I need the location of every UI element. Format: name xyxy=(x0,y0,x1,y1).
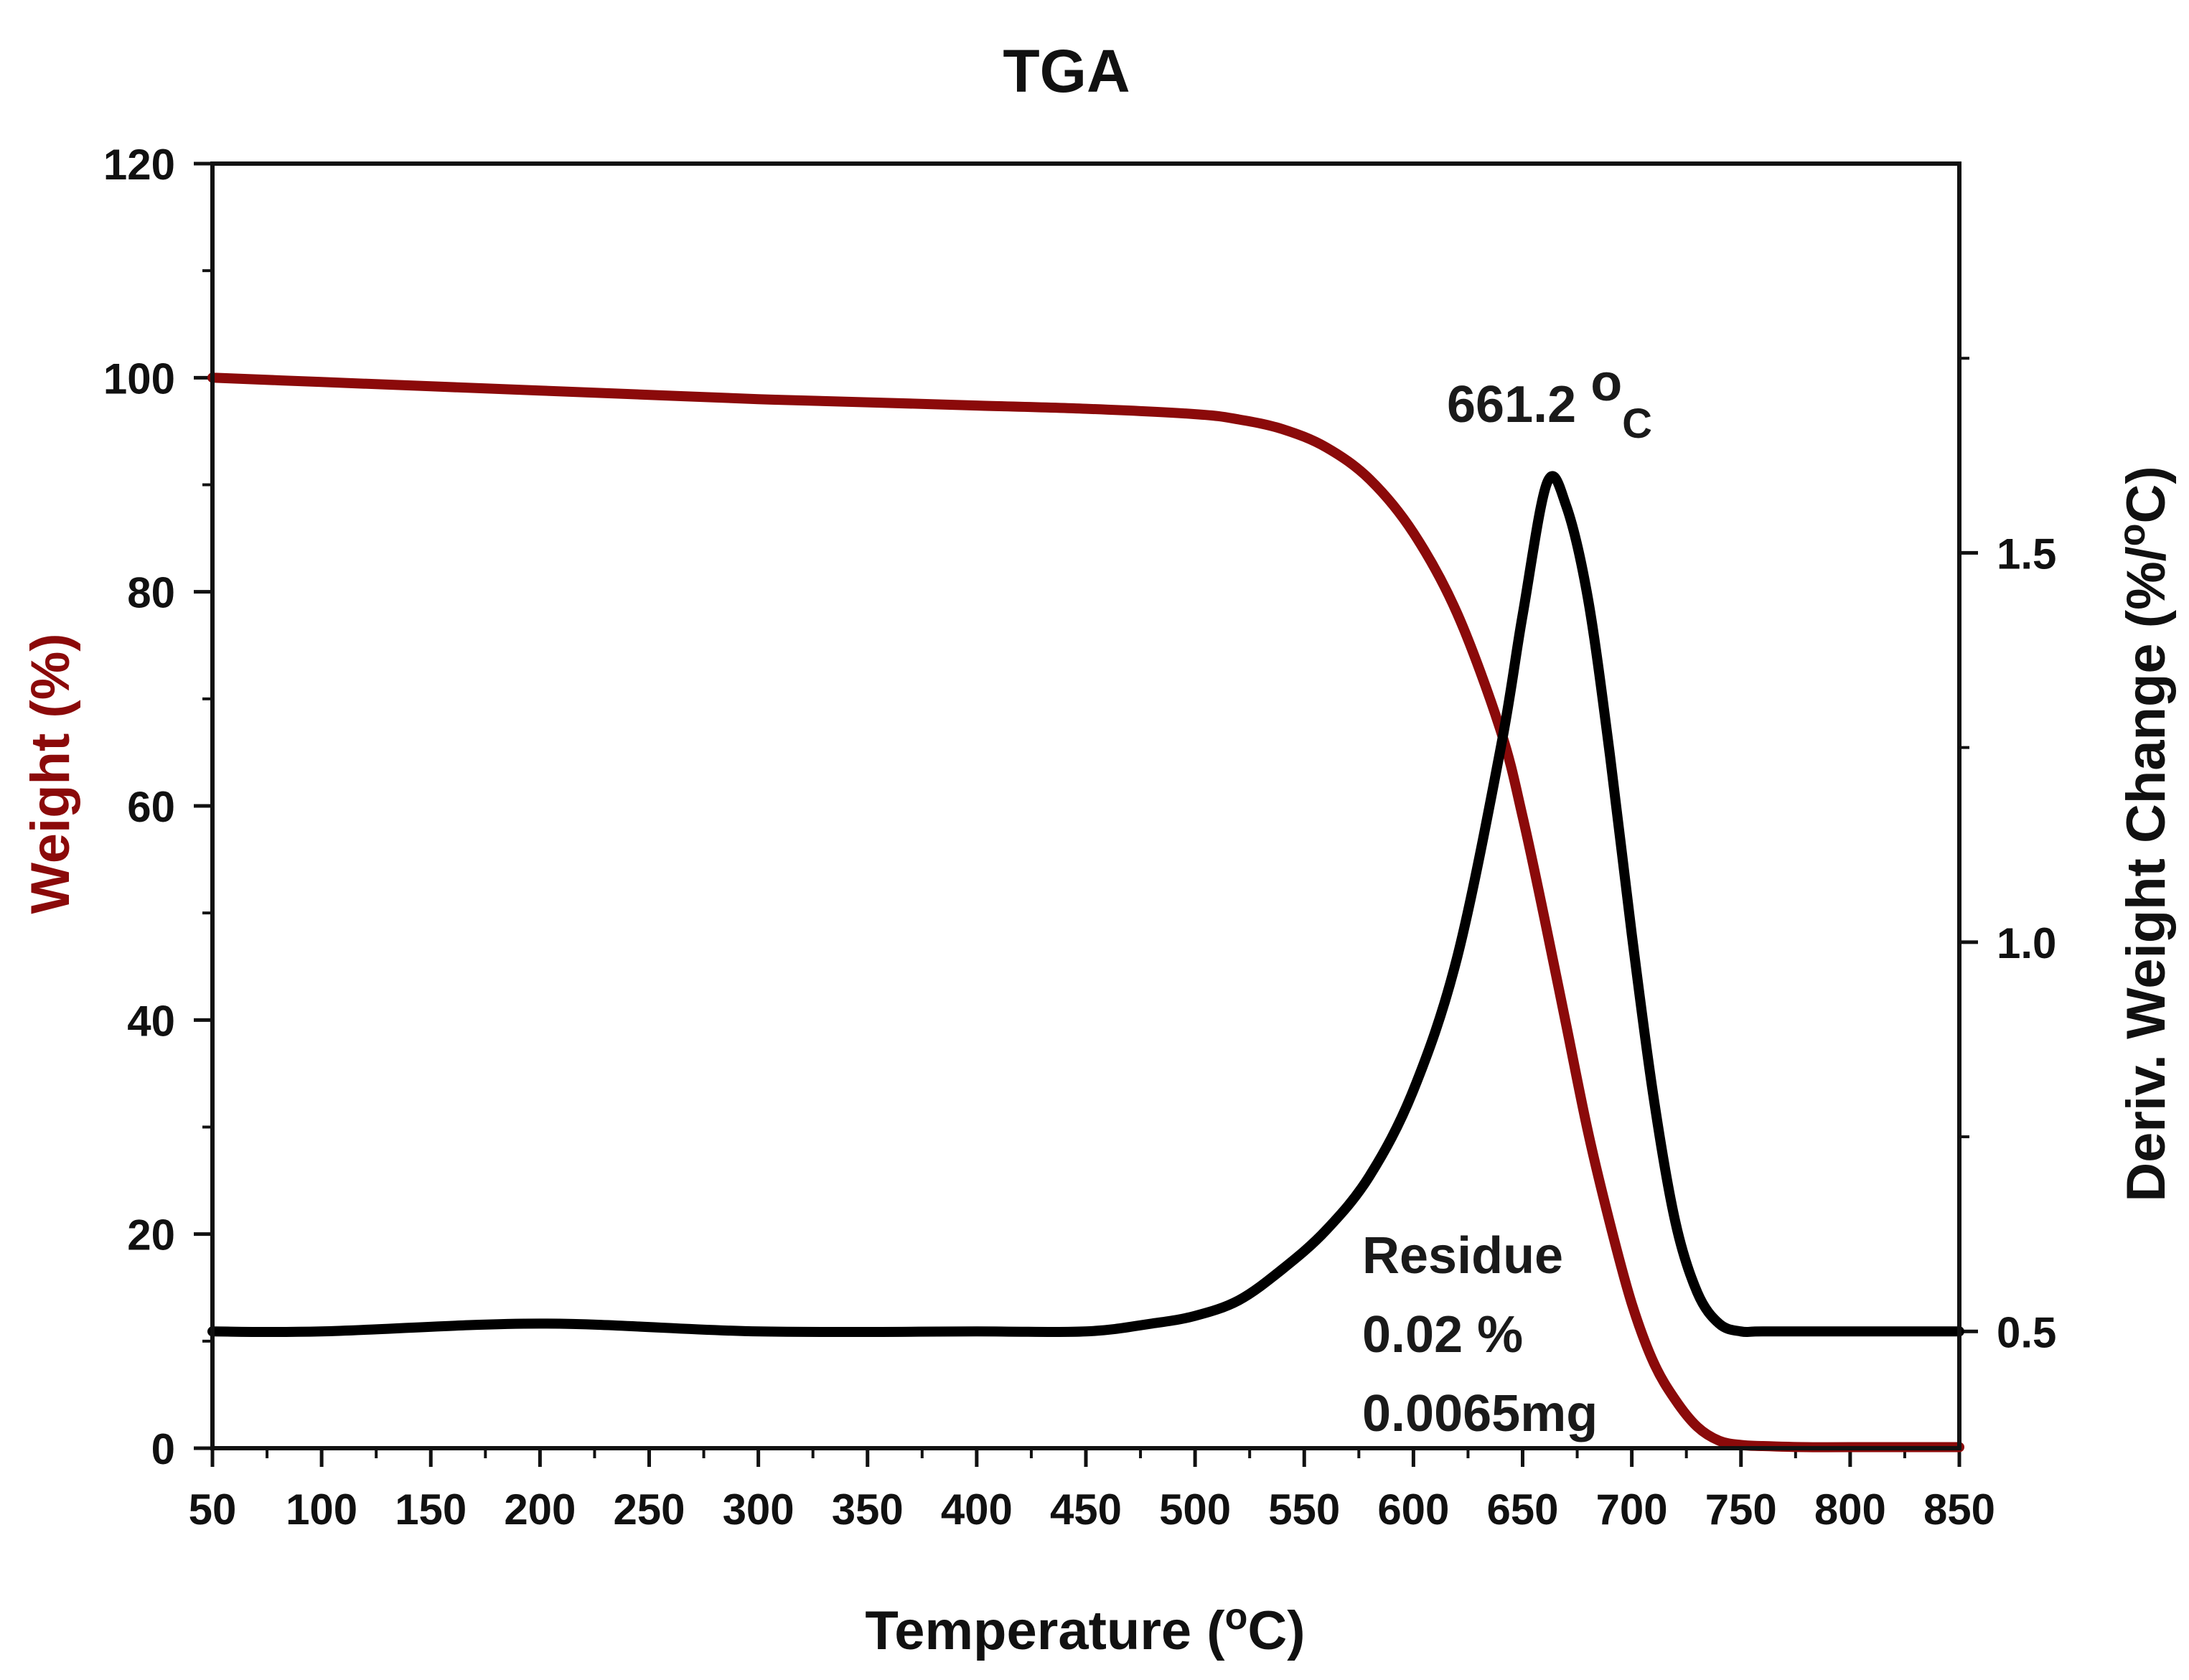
x-tick-label: 700 xyxy=(1596,1486,1668,1534)
x-tick-label: 400 xyxy=(941,1486,1013,1534)
chart-title: TGA xyxy=(1003,37,1130,105)
y-left-tick-label: 80 xyxy=(127,569,175,617)
y-right-tick-label: 1.5 xyxy=(1997,530,2056,578)
x-tick-label: 800 xyxy=(1814,1486,1886,1534)
x-tick-label: 100 xyxy=(286,1486,357,1534)
x-tick-label: 650 xyxy=(1486,1486,1558,1534)
x-tick-label: 600 xyxy=(1377,1486,1449,1534)
y-left-tick-label: 100 xyxy=(103,355,175,403)
y-left-tick-label: 60 xyxy=(127,783,175,831)
peak-annotation: 661.2 oC xyxy=(1447,355,1652,447)
y-left-tick-label: 40 xyxy=(127,997,175,1045)
residue-percent: 0.02 % xyxy=(1362,1306,1523,1364)
y-right-tick-label: 1.0 xyxy=(1997,919,2056,967)
y-right-tick-label: 0.5 xyxy=(1997,1308,2056,1356)
weight-series-line xyxy=(207,372,1964,1453)
residue-label: Residue xyxy=(1362,1227,1563,1285)
x-tick-label: 250 xyxy=(613,1486,685,1534)
x-tick-label: 300 xyxy=(723,1486,794,1534)
x-tick-label: 350 xyxy=(832,1486,904,1534)
y-axis-right-title: Deriv. Weight Change (%/oC) xyxy=(2111,466,2177,1202)
x-tick-label: 50 xyxy=(189,1486,237,1534)
y-left-tick-label: 0 xyxy=(151,1425,175,1473)
x-tick-label: 200 xyxy=(504,1486,576,1534)
x-axis-title: Temperature (oC) xyxy=(865,1596,1305,1661)
series-group xyxy=(207,372,1964,1453)
x-tick-label: 850 xyxy=(1923,1486,1995,1534)
x-tick-label: 150 xyxy=(395,1486,467,1534)
y-left-tick-label: 120 xyxy=(103,141,175,189)
x-tick-label: 450 xyxy=(1050,1486,1122,1534)
x-tick-label: 550 xyxy=(1268,1486,1340,1534)
x-tick-label: 750 xyxy=(1705,1486,1777,1534)
residue-mass: 0.0065mg xyxy=(1362,1385,1598,1442)
x-tick-label: 500 xyxy=(1159,1486,1231,1534)
plot-frame xyxy=(210,161,1961,1450)
y-left-tick-label: 20 xyxy=(127,1211,175,1259)
y-axis-left-title: Weight (%) xyxy=(20,633,81,914)
derivative-series-line xyxy=(207,471,1964,1338)
tick-labels: 50 100 150 200 250 300 350 400 450 500 550 600 650 70… xyxy=(103,141,2057,1534)
